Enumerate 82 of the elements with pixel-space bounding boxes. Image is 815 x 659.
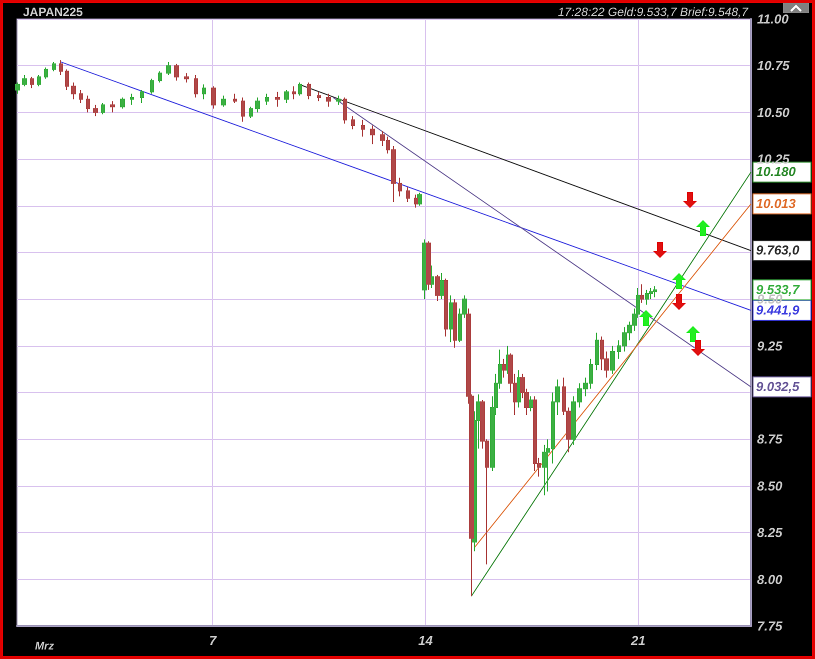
candlestick (406, 186, 410, 203)
candlestick (86, 95, 90, 113)
y-tick-label: 10.50 (757, 104, 790, 120)
y-tick-label: 10.75 (757, 58, 790, 74)
candlestick (449, 294, 453, 343)
candlestick (110, 100, 115, 113)
candlestick (265, 93, 269, 106)
candlestick (298, 82, 302, 96)
candlestick (166, 61, 171, 76)
candlestick (444, 278, 448, 338)
candlestick (307, 82, 311, 100)
candlestick (414, 194, 418, 208)
x-axis-title: Mrz (35, 640, 54, 652)
candlestick (292, 86, 296, 100)
candlestick (71, 82, 76, 100)
y-tick-label: 8.25 (757, 525, 784, 540)
text: 9.441,9 (756, 302, 800, 318)
candlestick (52, 61, 56, 72)
candlestick (15, 82, 20, 94)
text: 9.763,0 (756, 242, 800, 258)
candlestick (653, 286, 657, 298)
y-tick-label: 8.75 (757, 432, 784, 447)
candlestick (502, 358, 506, 378)
candlestick (336, 95, 341, 106)
chart-subtitle: 17:28:22 Geld:9.533,7 Brief:9.548,7 (558, 5, 750, 19)
candlestick (221, 95, 226, 108)
candlestick (150, 78, 154, 94)
candlestick (453, 298, 457, 348)
candlestick (430, 265, 434, 288)
candlestick (22, 74, 27, 87)
candlestick (326, 93, 331, 108)
text: 9.032,5 (756, 378, 800, 394)
candlestick (211, 86, 216, 110)
text: 10.013 (756, 196, 797, 211)
candlestick (398, 177, 402, 197)
candlestick (417, 192, 422, 206)
candlestick (370, 124, 375, 145)
x-tick-label: 14 (418, 633, 434, 648)
candlestick (351, 116, 355, 130)
text: 9.533,7 (756, 282, 800, 297)
candlestick (317, 91, 321, 102)
candlestick (194, 74, 198, 98)
candlestick (275, 91, 280, 108)
candlestick (37, 74, 41, 87)
candlestick (361, 119, 365, 138)
candlestick (645, 289, 649, 306)
x-tick-label: 7 (209, 633, 218, 648)
x-tick-label: 21 (630, 633, 646, 648)
candlestick (249, 106, 253, 118)
candlestick (426, 240, 431, 290)
candlestick (79, 89, 83, 104)
candlestick (241, 96, 245, 122)
candlestick (30, 76, 34, 89)
candlestick (440, 272, 444, 300)
candlestick (640, 284, 644, 304)
candlestick (517, 370, 521, 408)
candlestick (435, 274, 440, 302)
candlestick (284, 89, 289, 104)
candlestick (120, 96, 125, 110)
y-tick-label: 7.75 (757, 618, 784, 634)
candlestick (202, 84, 206, 100)
candlestick (343, 96, 347, 124)
candlestick (184, 72, 189, 83)
text: 10.180 (756, 164, 797, 180)
candlestick (140, 89, 144, 104)
y-tick-label: 9.25 (757, 338, 784, 354)
candlestick (158, 70, 162, 83)
candlestick (44, 67, 48, 80)
candlestick (59, 60, 63, 76)
candlestick (595, 332, 599, 371)
candlestick (255, 96, 260, 113)
y-tick-label: 8.00 (757, 572, 784, 587)
y-tick-label: 11.00 (757, 12, 790, 26)
candlestick (174, 63, 179, 82)
candlestick (101, 102, 105, 115)
candlestick (610, 345, 615, 374)
y-tick-label: 8.50 (757, 478, 784, 494)
candlestick (130, 93, 134, 106)
chart-title: JAPAN225 (23, 5, 84, 19)
candlestick (65, 68, 69, 90)
candlestick (233, 93, 237, 104)
candlestick (93, 104, 98, 117)
